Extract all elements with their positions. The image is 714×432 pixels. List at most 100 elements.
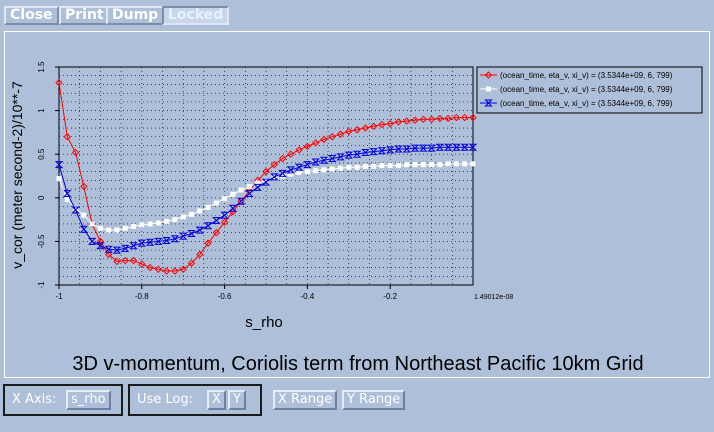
- log-scale-group: [128, 384, 262, 416]
- data-point-bowtie: [419, 144, 428, 152]
- print-button[interactable]: Print: [59, 6, 110, 25]
- locked-toggle[interactable]: Locked: [162, 6, 230, 25]
- data-point-diamond: [461, 113, 469, 122]
- x-tick-label: -0.2: [383, 292, 397, 301]
- use-log-label: Use Log:: [137, 392, 194, 407]
- data-point-diamond: [262, 167, 270, 176]
- legend-label: (ocean_time, eta_v, xi_v) = (3.5344e+09,…: [500, 99, 673, 108]
- data-point-bowtie: [145, 238, 155, 246]
- series-2: [56, 161, 476, 233]
- data-point-square: [56, 176, 62, 182]
- data-point-diamond: [386, 119, 394, 128]
- data-point-bowtie: [452, 143, 461, 151]
- data-point-bowtie: [385, 146, 395, 154]
- data-point-diamond: [146, 263, 154, 272]
- data-point-diamond: [278, 154, 287, 163]
- log-x-toggle[interactable]: X: [207, 390, 226, 410]
- y-range-button[interactable]: Y Range: [342, 390, 406, 410]
- data-point-square: [89, 221, 95, 227]
- data-point-bowtie: [311, 158, 320, 166]
- data-point-bowtie: [394, 145, 403, 153]
- data-point-bowtie: [187, 230, 196, 238]
- data-point-diamond: [411, 116, 419, 124]
- data-point-diamond: [353, 126, 361, 134]
- data-point-diamond: [179, 265, 187, 274]
- data-point-square: [205, 204, 211, 210]
- data-point-bowtie: [79, 225, 89, 233]
- data-point-bowtie: [336, 153, 345, 161]
- data-point-diamond: [104, 250, 113, 259]
- data-point-diamond: [287, 150, 295, 158]
- data-point-square: [230, 191, 236, 197]
- data-point-diamond: [361, 124, 370, 132]
- data-point-bowtie: [112, 246, 122, 254]
- data-point-square: [164, 218, 170, 224]
- x-tick-label: -1: [55, 292, 63, 301]
- data-point-bowtie: [220, 211, 229, 219]
- data-point-square: [288, 171, 294, 177]
- data-point-square: [197, 208, 203, 214]
- data-point-diamond: [55, 78, 63, 87]
- data-point-bowtie: [104, 245, 113, 253]
- legend-entry: (ocean_time, eta_v, xi_v) = (3.5344e+09,…: [480, 99, 673, 108]
- data-point-bowtie: [129, 242, 138, 250]
- x-axis-selector[interactable]: s_rho: [66, 390, 111, 410]
- data-point-diamond: [113, 257, 121, 266]
- data-point-bowtie: [286, 166, 296, 174]
- legend-label: (ocean_time, eta_v, xi_v) = (3.5344e+09,…: [500, 71, 673, 80]
- data-point-bowtie: [460, 143, 469, 151]
- axis-ticks: -1 -0.8 -0.6 -0.4 -0.2 -1 -0.5 0 0.5 1 1.5: [37, 61, 398, 301]
- data-point-bowtie: [278, 169, 287, 177]
- series-1: [55, 78, 477, 275]
- data-point-bowtie: [402, 145, 411, 153]
- data-point-diamond: [63, 133, 71, 141]
- x-axis-group: [3, 384, 123, 416]
- data-point-bowtie: [236, 197, 246, 205]
- legend-box: [476, 66, 703, 114]
- data-point-square: [255, 180, 261, 186]
- data-point-diamond: [436, 114, 444, 123]
- data-point-bowtie: [361, 148, 370, 156]
- data-point-square: [395, 163, 401, 169]
- y-tick-label: 0.5: [37, 148, 46, 160]
- data-point-square: [131, 224, 137, 230]
- data-point-square: [304, 169, 310, 175]
- data-point-square: [238, 187, 244, 193]
- data-point-bowtie: [468, 143, 478, 151]
- plot-panel: [4, 31, 710, 378]
- series-line: [58, 146, 473, 251]
- data-point-diamond: [328, 133, 336, 141]
- data-point-bowtie: [54, 161, 64, 169]
- data-point-bowtie: [212, 216, 221, 224]
- data-point-square: [486, 86, 491, 92]
- data-point-diamond: [96, 237, 105, 246]
- x-range-button[interactable]: X Range: [273, 390, 338, 410]
- series-line: [58, 163, 473, 231]
- data-point-bowtie: [427, 144, 436, 152]
- data-point-diamond: [204, 239, 212, 247]
- data-point-square: [122, 225, 128, 231]
- grid-lines: [59, 67, 473, 285]
- data-point-bowtie: [377, 147, 387, 155]
- x-tick-label: -0.4: [301, 292, 315, 301]
- data-point-square: [346, 164, 352, 170]
- close-button[interactable]: Close: [4, 6, 59, 25]
- data-point-bowtie: [203, 222, 213, 230]
- data-point-diamond: [220, 218, 229, 226]
- data-point-bowtie: [410, 144, 420, 152]
- log-y-toggle[interactable]: Y: [228, 390, 246, 410]
- data-point-square: [329, 166, 335, 172]
- data-point-square: [147, 221, 153, 227]
- data-point-diamond: [121, 256, 129, 265]
- data-point-diamond: [187, 259, 196, 267]
- data-point-square: [172, 217, 178, 223]
- data-point-square: [462, 161, 468, 167]
- data-point-bowtie: [270, 173, 279, 181]
- data-point-square: [271, 175, 277, 181]
- data-point-bowtie: [71, 206, 80, 214]
- data-point-square: [437, 162, 443, 168]
- data-point-bowtie: [443, 143, 453, 151]
- data-point-bowtie: [253, 183, 262, 191]
- legend-entry: (ocean_time, eta_v, xi_v) = (3.5344e+09,…: [480, 71, 673, 80]
- dump-button[interactable]: Dump: [106, 6, 165, 25]
